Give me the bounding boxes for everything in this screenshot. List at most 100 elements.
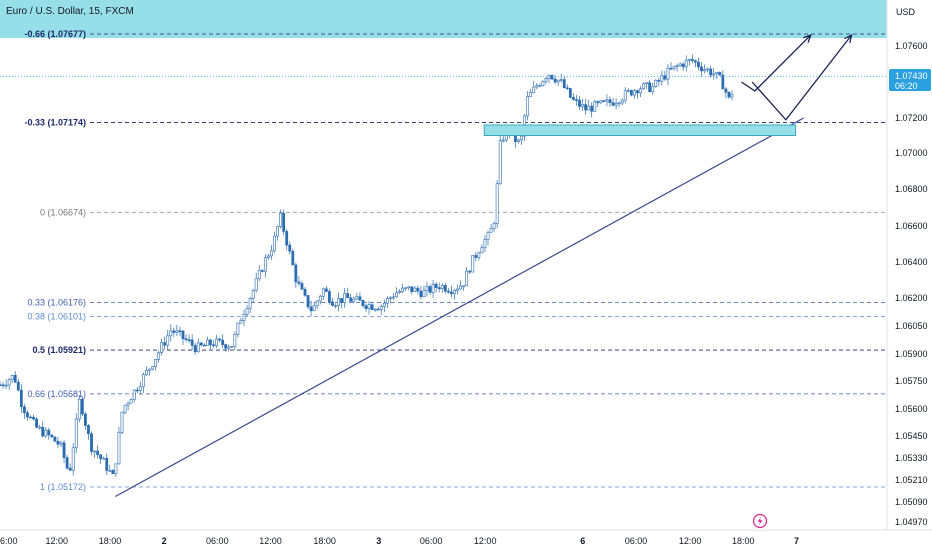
candle-body: [318, 295, 322, 302]
candle-body: [642, 83, 645, 90]
time-tick-label-3: 2: [162, 536, 167, 546]
candle-body: [337, 298, 340, 306]
fib-label-0: -0.66 (1.07677): [24, 29, 86, 39]
candle-body: [593, 101, 597, 112]
candle-body: [181, 330, 185, 339]
price-tick-label-10: 1.05600: [895, 404, 928, 414]
target-zone-band[interactable]: [0, 0, 887, 38]
candle-body: [221, 339, 225, 345]
candle-body: [206, 339, 209, 346]
candle-body: [102, 457, 106, 460]
candle-body: [215, 338, 218, 346]
candle-body: [453, 290, 456, 294]
currency-label[interactable]: USD: [896, 7, 916, 17]
candle-body: [550, 74, 554, 80]
candle-body: [138, 386, 142, 391]
demand-zone-rectangle[interactable]: [483, 124, 797, 136]
candle-body: [343, 293, 347, 304]
candle-body: [498, 140, 502, 184]
candle-body: [608, 99, 612, 103]
candle-body: [361, 300, 365, 307]
candle-body: [135, 389, 139, 392]
candle-body: [401, 287, 405, 292]
candle-body: [584, 104, 588, 111]
projection-arrowhead-0: [802, 34, 812, 43]
candle-body: [617, 102, 621, 105]
candle-body: [486, 232, 490, 240]
candlestick-series: [0, 54, 734, 478]
candle-body: [257, 270, 261, 280]
candle-body: [306, 295, 310, 308]
candle-body: [111, 470, 115, 474]
candle-body: [129, 399, 133, 404]
candle-body: [413, 287, 417, 292]
candle-body: [456, 288, 459, 291]
candle-body: [459, 285, 462, 290]
projection-leg-1[interactable]: [751, 34, 853, 121]
candle-body: [71, 447, 75, 471]
candle-body: [270, 250, 273, 257]
candle-body: [480, 247, 484, 254]
candle-body: [7, 379, 11, 386]
candle-body: [245, 308, 249, 315]
candle-body: [190, 339, 194, 346]
candle-body: [99, 454, 103, 459]
candle-body: [50, 434, 54, 438]
price-tick-label-13: 1.05210: [895, 475, 928, 485]
candle-body: [239, 320, 243, 324]
ascending-trendline[interactable]: [115, 117, 804, 498]
candle-body: [303, 288, 307, 296]
candle-body: [346, 293, 350, 299]
candle-body: [16, 381, 20, 391]
candle-body: [56, 441, 60, 445]
price-tick-label-4: 1.06600: [895, 221, 928, 231]
candle-body: [105, 457, 109, 471]
candle-body: [248, 298, 252, 309]
candle-body: [123, 404, 127, 413]
price-axis-background: [887, 0, 932, 550]
candle-body: [706, 68, 710, 71]
candle-body: [520, 135, 523, 141]
candle-body: [709, 68, 713, 76]
candle-body: [697, 61, 700, 68]
candle-body: [29, 416, 32, 419]
candle-body: [157, 352, 161, 360]
lightning-icon[interactable]: [752, 513, 768, 529]
candle-body: [59, 442, 63, 445]
candle-body: [605, 99, 609, 102]
projection-leg-0[interactable]: [741, 34, 812, 92]
candle-body: [547, 74, 551, 80]
current-price-value: 1.07430: [895, 71, 928, 81]
time-axis-ticks[interactable]: 6:00 12:00 18:00 2 06:00 12:00 18:00 3 06:00 12:0…: [0, 536, 799, 546]
candle-body: [663, 75, 667, 80]
candle-body: [120, 411, 124, 433]
candle-body: [324, 288, 328, 292]
price-axis-ticks[interactable]: 1.07600 1.07200 1.07000 1.06800 1.06600 1.064…: [895, 41, 928, 527]
candle-body: [68, 467, 72, 471]
candle-body: [96, 450, 100, 456]
candle-body: [379, 306, 383, 310]
candle-body: [175, 330, 179, 333]
candle-body: [44, 429, 48, 437]
projection-path[interactable]: [741, 33, 853, 121]
current-price-tag: [889, 69, 931, 91]
candle-body: [187, 339, 191, 341]
candle-body: [636, 90, 639, 94]
candle-body: [227, 346, 231, 349]
price-tick-label-6: 1.06200: [895, 293, 928, 303]
candle-body: [416, 287, 420, 292]
candle-body: [693, 60, 697, 63]
candle-body: [541, 81, 545, 86]
candle-body: [312, 305, 316, 312]
fibonacci-levels[interactable]: -0.66 (1.07677) -0.33 (1.07174) 0 (1.06674…: [24, 29, 885, 492]
candle-body: [443, 285, 447, 292]
candle-body: [376, 308, 380, 311]
candle-body: [495, 183, 499, 224]
candle-body: [309, 306, 313, 312]
candle-body: [38, 426, 42, 429]
candle-body: [672, 65, 676, 70]
candle-body: [395, 292, 398, 298]
candle-body: [93, 450, 96, 453]
candle-body: [657, 79, 661, 82]
